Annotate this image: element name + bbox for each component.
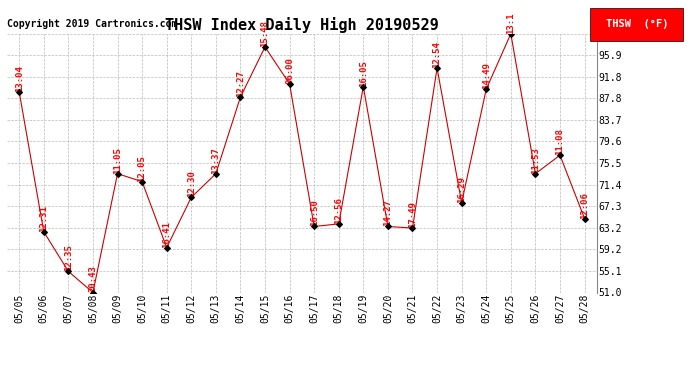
Text: 16:50: 16:50 <box>310 200 319 226</box>
Text: 12:54: 12:54 <box>433 41 442 68</box>
Point <box>284 81 295 87</box>
Text: 13:1: 13:1 <box>506 12 515 34</box>
Text: 16:29: 16:29 <box>457 176 466 203</box>
Title: THSW Index Daily High 20190529: THSW Index Daily High 20190529 <box>165 16 439 33</box>
Point <box>481 86 492 92</box>
Point <box>14 89 25 95</box>
Text: 12:27: 12:27 <box>236 70 245 97</box>
Text: 14:27: 14:27 <box>384 200 393 226</box>
Text: 13:04: 13:04 <box>14 65 23 92</box>
Point <box>333 221 344 227</box>
Point <box>259 44 270 50</box>
Text: 11:08: 11:08 <box>555 128 564 155</box>
Text: 06:00: 06:00 <box>285 57 294 84</box>
Text: 11:05: 11:05 <box>113 147 122 174</box>
Text: 20:43: 20:43 <box>88 266 97 292</box>
Point <box>186 195 197 201</box>
Point <box>38 229 49 235</box>
Text: 17:49: 17:49 <box>408 201 417 228</box>
Text: 12:06: 12:06 <box>580 192 589 219</box>
Text: THSW  (°F): THSW (°F) <box>606 20 668 29</box>
Point <box>210 171 221 177</box>
Point <box>579 216 590 222</box>
Text: 16:41: 16:41 <box>162 221 171 248</box>
Text: 16:05: 16:05 <box>359 60 368 87</box>
Point <box>235 94 246 100</box>
Text: 13:37: 13:37 <box>211 147 220 174</box>
Text: 15:48: 15:48 <box>261 20 270 47</box>
Point <box>137 178 148 184</box>
Text: 12:31: 12:31 <box>39 205 48 232</box>
Point <box>407 225 418 231</box>
Point <box>505 31 516 37</box>
Text: 14:49: 14:49 <box>482 62 491 89</box>
Text: 12:35: 12:35 <box>64 244 73 272</box>
Text: 12:56: 12:56 <box>334 197 343 224</box>
Point <box>431 65 442 71</box>
Point <box>555 152 566 158</box>
Point <box>456 200 467 206</box>
Text: 11:53: 11:53 <box>531 147 540 174</box>
Text: Copyright 2019 Cartronics.com: Copyright 2019 Cartronics.com <box>7 18 177 28</box>
Text: 12:30: 12:30 <box>187 171 196 198</box>
Point <box>161 244 172 250</box>
Point <box>112 171 123 177</box>
Point <box>530 171 541 177</box>
Text: 12:05: 12:05 <box>137 155 146 182</box>
Point <box>88 290 99 296</box>
Point <box>63 268 74 274</box>
Point <box>358 84 369 90</box>
Point <box>308 224 319 230</box>
Point <box>382 224 393 230</box>
